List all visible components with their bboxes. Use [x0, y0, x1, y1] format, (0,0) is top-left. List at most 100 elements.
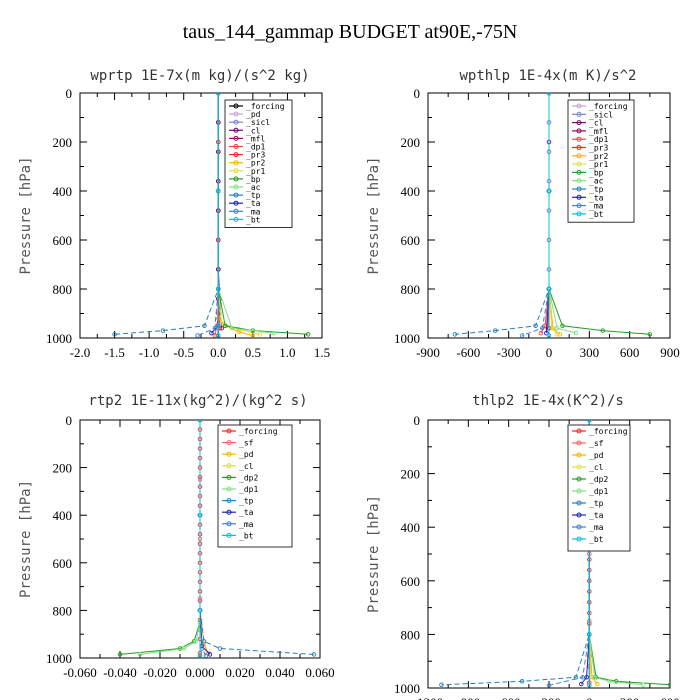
- panel-title: rtp2 1E-11x(kg^2)/(kg^2 s): [88, 393, 307, 409]
- x-tick-label: -2.0: [70, 345, 91, 360]
- series-point-bt: [216, 188, 221, 194]
- legend-label: _ma: [589, 523, 604, 532]
- legend-marker: [233, 152, 239, 158]
- series-group: [112, 93, 311, 338]
- y-tick-label: 800: [401, 627, 421, 642]
- series-point-bt: [197, 512, 203, 518]
- legend-marker: [226, 532, 232, 538]
- series-point-cl: [219, 325, 224, 331]
- series-point-tp: [112, 332, 117, 337]
- legend-label: _bt: [239, 531, 254, 540]
- series-point-ta: [579, 681, 584, 687]
- legend-marker: [576, 536, 582, 542]
- panel-rtp2: rtp2 1E-11x(kg^2)/(kg^2 s) Pressure [hPa]…: [18, 393, 335, 680]
- legend-label: _bt: [589, 210, 604, 219]
- x-tick-label: 0: [546, 345, 553, 360]
- legend-marker: [233, 200, 239, 206]
- y-tick-label: 0: [66, 413, 73, 428]
- legend-marker: [576, 500, 582, 506]
- series-point-dp1: [592, 675, 597, 680]
- legend-label: _bt: [246, 215, 261, 224]
- legend-label: _ta: [589, 511, 604, 520]
- legend-label: _sicl: [589, 110, 613, 119]
- x-tick-label: 0.5: [245, 345, 261, 360]
- x-tick-label: -600: [456, 345, 480, 360]
- legend-label: _pr2: [246, 159, 265, 168]
- legend-marker: [226, 521, 232, 527]
- legend-marker: [576, 452, 582, 458]
- y-tick-label: 1000: [394, 681, 420, 696]
- legend-marker: [226, 463, 232, 469]
- legend-label: _forcing: [246, 102, 285, 111]
- series-point-bp: [647, 332, 653, 337]
- x-tick-label: 0: [586, 695, 593, 700]
- legend-label: _ma: [589, 202, 604, 211]
- legend-label: _forcing: [589, 102, 628, 111]
- legend-label: _bt: [589, 535, 604, 544]
- legend-label: _tp: [239, 497, 254, 506]
- x-tick-label: 0.040: [265, 665, 294, 680]
- legend-label: _forcing: [589, 427, 628, 436]
- series-point-bt: [197, 608, 203, 613]
- legend-marker: [576, 136, 582, 142]
- x-tick-label: -900: [456, 695, 480, 700]
- series-point-bp: [305, 332, 311, 337]
- x-tick-label: -600: [497, 695, 521, 700]
- series-point-pr2: [557, 332, 563, 337]
- x-tick-label: -1.0: [139, 345, 160, 360]
- series-point-pr1: [554, 332, 560, 337]
- x-tick-label: 300: [620, 695, 640, 700]
- y-tick-label: 600: [53, 233, 73, 248]
- legend-label: _pd: [239, 450, 254, 459]
- legend-marker: [576, 512, 582, 518]
- legend-label: _pr3: [589, 144, 608, 153]
- legend-marker: [233, 184, 239, 190]
- legend-label: _cl: [239, 462, 254, 471]
- legend-marker: [576, 169, 582, 175]
- series-point-dp1: [607, 679, 612, 684]
- legend-label: _dp1: [246, 143, 265, 152]
- series-line-tp: [441, 420, 590, 686]
- series-point-dp2: [613, 679, 619, 684]
- series-point-bt: [216, 323, 221, 329]
- legend-label: _forcing: [239, 427, 278, 436]
- series-point-ma: [580, 675, 585, 680]
- figure-title: taus_144_gammap BUDGET at90E,-75N: [183, 21, 518, 43]
- series-group: [117, 420, 317, 658]
- legend-label: _mfl: [589, 127, 608, 136]
- x-tick-label: -1.5: [104, 345, 125, 360]
- legend-marker: [233, 119, 239, 125]
- legend-marker: [576, 476, 582, 482]
- legend-label: _ma: [239, 520, 254, 529]
- series-point-ma: [546, 683, 552, 688]
- x-tick-label: -300: [537, 695, 561, 700]
- legend-label: _pr3: [246, 151, 265, 160]
- legend-label: _mfl: [246, 134, 265, 143]
- panel-thlp2: thlp2 1E-4x(K^2)/s Pressure [hPa] -1200 -90…: [366, 393, 680, 700]
- y-tick-label: 1000: [46, 331, 72, 346]
- series-point-dp1: [640, 682, 646, 688]
- series-point-pr2: [236, 329, 242, 335]
- x-tick-label: 300: [580, 345, 600, 360]
- legend-marker: [576, 111, 582, 117]
- legend-marker: [233, 216, 239, 222]
- legend-label: _ta: [589, 193, 604, 202]
- legend: _forcing_pd_sicl_cl_mfl_dp1_pr3_pr2_pr1_…: [224, 99, 293, 228]
- series-point-pr1: [219, 321, 224, 326]
- legend-marker: [576, 464, 582, 470]
- x-tick-label: 1.0: [279, 345, 295, 360]
- series-point-bt: [587, 420, 592, 423]
- x-tick-label: -0.040: [103, 665, 137, 680]
- series-point-bt: [546, 286, 552, 292]
- y-tick-label: 800: [53, 603, 73, 618]
- legend-marker: [233, 192, 239, 198]
- series-point-dp1: [137, 652, 143, 657]
- legend-marker: [576, 440, 582, 446]
- y-tick-label: 1000: [46, 651, 72, 666]
- y-tick-label: 0: [414, 413, 421, 428]
- x-tick-label: -900: [416, 345, 440, 360]
- x-tick-label: 900: [660, 345, 680, 360]
- series-point-ac: [573, 330, 579, 336]
- legend-marker: [233, 176, 239, 182]
- legend-marker: [233, 168, 239, 174]
